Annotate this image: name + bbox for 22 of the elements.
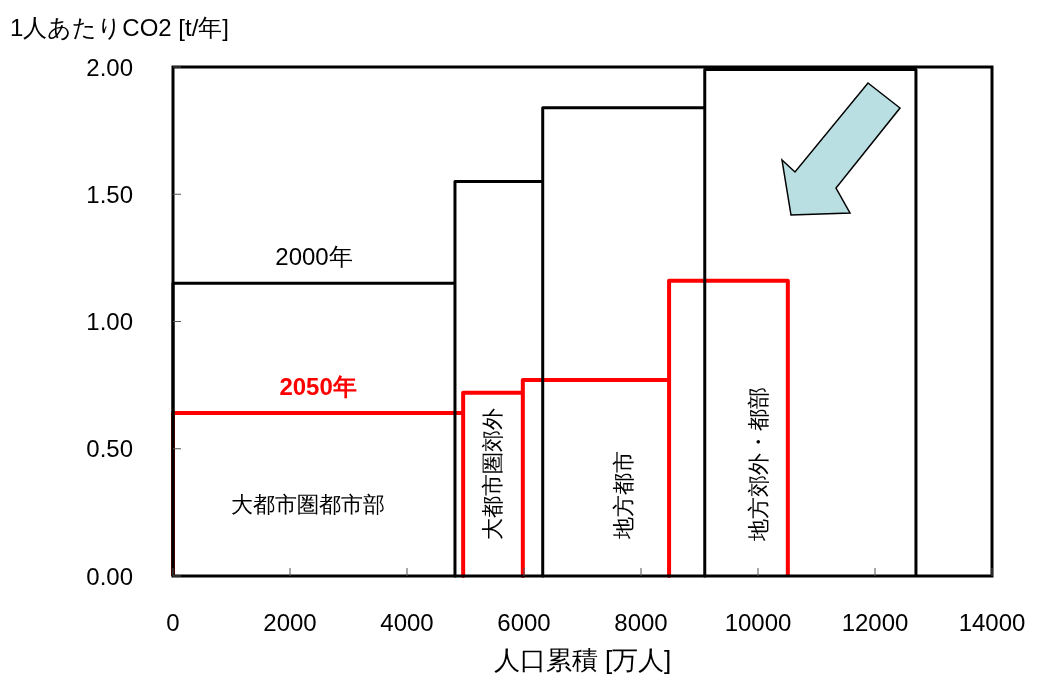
x-tick-label: 12000 [841, 609, 909, 636]
x-tick-label: 10000 [724, 609, 792, 636]
series-label: 2000年 [275, 243, 353, 271]
x-tick-label: 2000 [263, 609, 317, 636]
annotation: 地方都市 [610, 450, 636, 540]
y-tick-label: 1.50 [86, 180, 133, 208]
x-tick-label: 0 [166, 609, 180, 636]
x-axis-title: 人口累積 [万人] [493, 645, 672, 675]
x-tick-label: 6000 [497, 609, 551, 636]
series-label: 2050年 [279, 373, 357, 401]
x-tick-label: 4000 [380, 609, 434, 636]
y-tick-label: 0.50 [86, 435, 133, 463]
x-tick-label: 8000 [614, 609, 668, 636]
annotation: 大都市圏郊外 [479, 408, 505, 541]
y-tick-label: 2.00 [86, 53, 133, 81]
x-tick-label: 14000 [958, 609, 1026, 636]
line-series [171, 278, 790, 578]
y-tick-label: 0.00 [86, 562, 133, 590]
y-tick-label: 1.00 [86, 308, 133, 335]
annotation: 地方郊外・都部 [746, 387, 772, 543]
annotation: 大都市圏都市部 [231, 492, 386, 518]
y-axis-title: 1人あたりCO2 [t/年] [10, 14, 230, 41]
